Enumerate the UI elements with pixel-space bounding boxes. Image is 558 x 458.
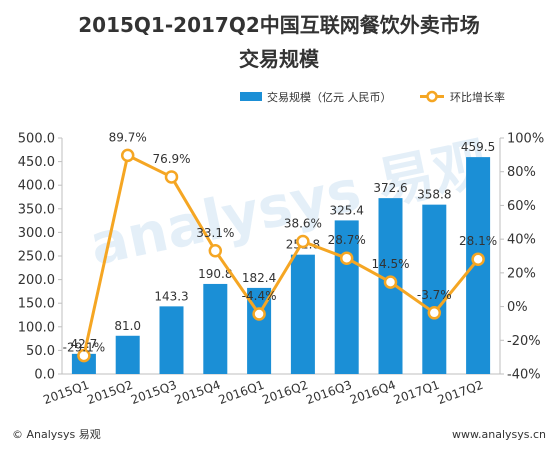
line-value-label: -29.1%: [63, 341, 105, 355]
line-value-label: 28.7%: [328, 233, 366, 247]
bar: [422, 204, 447, 374]
y-left-tick-label: 350.0: [18, 202, 55, 217]
line-point: [77, 348, 91, 363]
x-category-label: 2017Q2: [436, 378, 486, 407]
y-left-tick-label: 450.0: [18, 155, 55, 170]
bar-value-label: 372.6: [373, 181, 407, 195]
bar-value-label: 358.8: [417, 188, 451, 202]
chart-title-line2: 交易规模: [239, 47, 320, 71]
footer-url: www.analysys.cn: [452, 428, 546, 441]
y-left-tick-label: 300.0: [18, 226, 55, 241]
bar-value-label: 182.4: [242, 271, 276, 285]
x-category-label: 2016Q3: [304, 378, 354, 407]
y-left-tick-label: 100.0: [18, 320, 55, 335]
y-right-tick-label: -20%: [507, 334, 541, 349]
line-value-label: 28.1%: [459, 234, 497, 248]
y-left-tick-label: 50.0: [26, 344, 55, 359]
legend-bar-swatch: [240, 92, 262, 101]
x-category-label: 2016Q1: [217, 378, 267, 407]
bar-value-label: 143.3: [154, 289, 188, 303]
line-point: [471, 252, 485, 266]
x-axis-categories: 2015Q12015Q22015Q32015Q42016Q12016Q22016…: [41, 378, 485, 407]
y-left-axis: 0.0 50.0 100.0 150.0 200.0 250.0 300.0 350.0 400…: [18, 132, 62, 383]
bar: [159, 306, 184, 374]
chart-title-line1: 2015Q1-2017Q2中国互联网餐饮外卖市场: [78, 13, 479, 37]
x-category-label: 2015Q2: [85, 378, 135, 407]
y-left-tick-label: 150.0: [18, 297, 55, 312]
line-labels: -29.1% 89.7% 76.9% 33.1% -4.4% 38.6% 28.7% 14.5…: [63, 130, 497, 354]
bar-value-label: 42.7: [71, 337, 98, 351]
bar: [290, 254, 315, 374]
bar-labels: 42.781.0143.3190.8182.4252.8325.4372.635…: [71, 140, 496, 351]
y-left-tick-label: 200.0: [18, 273, 55, 288]
footer-source: © Analysys 易观: [12, 428, 101, 441]
x-category-label: 2017Q1: [392, 378, 442, 407]
x-category-label: 2015Q3: [129, 378, 179, 407]
y-right-axis: -40% -20% 0% 20% 40% 60% 80% 100%: [500, 132, 544, 383]
line-value-label: -4.4%: [242, 289, 277, 303]
line-value-label: 38.6%: [284, 217, 322, 231]
y-left-tick-label: 0.0: [34, 368, 55, 383]
y-right-tick-label: -40%: [507, 368, 541, 383]
line-point: [120, 148, 135, 163]
y-right-tick-label: 100%: [507, 132, 544, 147]
y-right-tick-label: 0%: [507, 300, 528, 315]
bar: [115, 335, 140, 374]
line-value-label: 89.7%: [109, 130, 147, 144]
line-value-label: 14.5%: [371, 257, 409, 271]
line-series: [77, 148, 485, 363]
bar-value-label: 325.4: [330, 203, 364, 217]
x-category-label: 2015Q4: [173, 378, 223, 407]
y-right-tick-label: 40%: [507, 233, 536, 248]
growth-rate-line: [82, 153, 480, 356]
y-left-tick-label: 250.0: [18, 250, 55, 265]
line-point: [427, 306, 442, 320]
bar: [334, 220, 359, 374]
x-category-label: 2016Q4: [348, 378, 398, 407]
line-value-label: 76.9%: [152, 152, 190, 166]
legend-bar-label: 交易规模（亿元 人民币）: [267, 90, 392, 104]
x-category-label: 2016Q2: [260, 378, 310, 407]
bar-value-label: 81.0: [114, 319, 141, 333]
y-left-tick-label: 400.0: [18, 179, 55, 194]
y-left-tick-label: 500.0: [18, 132, 55, 147]
bar-value-label: 459.5: [461, 140, 495, 154]
line-point: [164, 170, 179, 184]
legend-line-marker: [426, 90, 438, 103]
line-point: [296, 234, 310, 249]
y-right-tick-label: 80%: [507, 165, 536, 180]
line-point: [339, 251, 354, 265]
legend: 交易规模（亿元 人民币） 环比增长率: [240, 90, 505, 104]
line-point: [383, 275, 398, 289]
legend-line-label: 环比增长率: [450, 90, 505, 104]
line-value-label: -3.7%: [417, 288, 452, 302]
bar-value-label: 190.8: [198, 267, 232, 281]
line-point: [252, 307, 266, 321]
bar: [71, 353, 96, 374]
line-point: [208, 244, 223, 258]
line-value-label: 33.1%: [196, 226, 234, 240]
y-right-tick-label: 60%: [507, 199, 536, 214]
bar: [203, 283, 228, 374]
y-right-tick-label: 20%: [507, 266, 536, 281]
